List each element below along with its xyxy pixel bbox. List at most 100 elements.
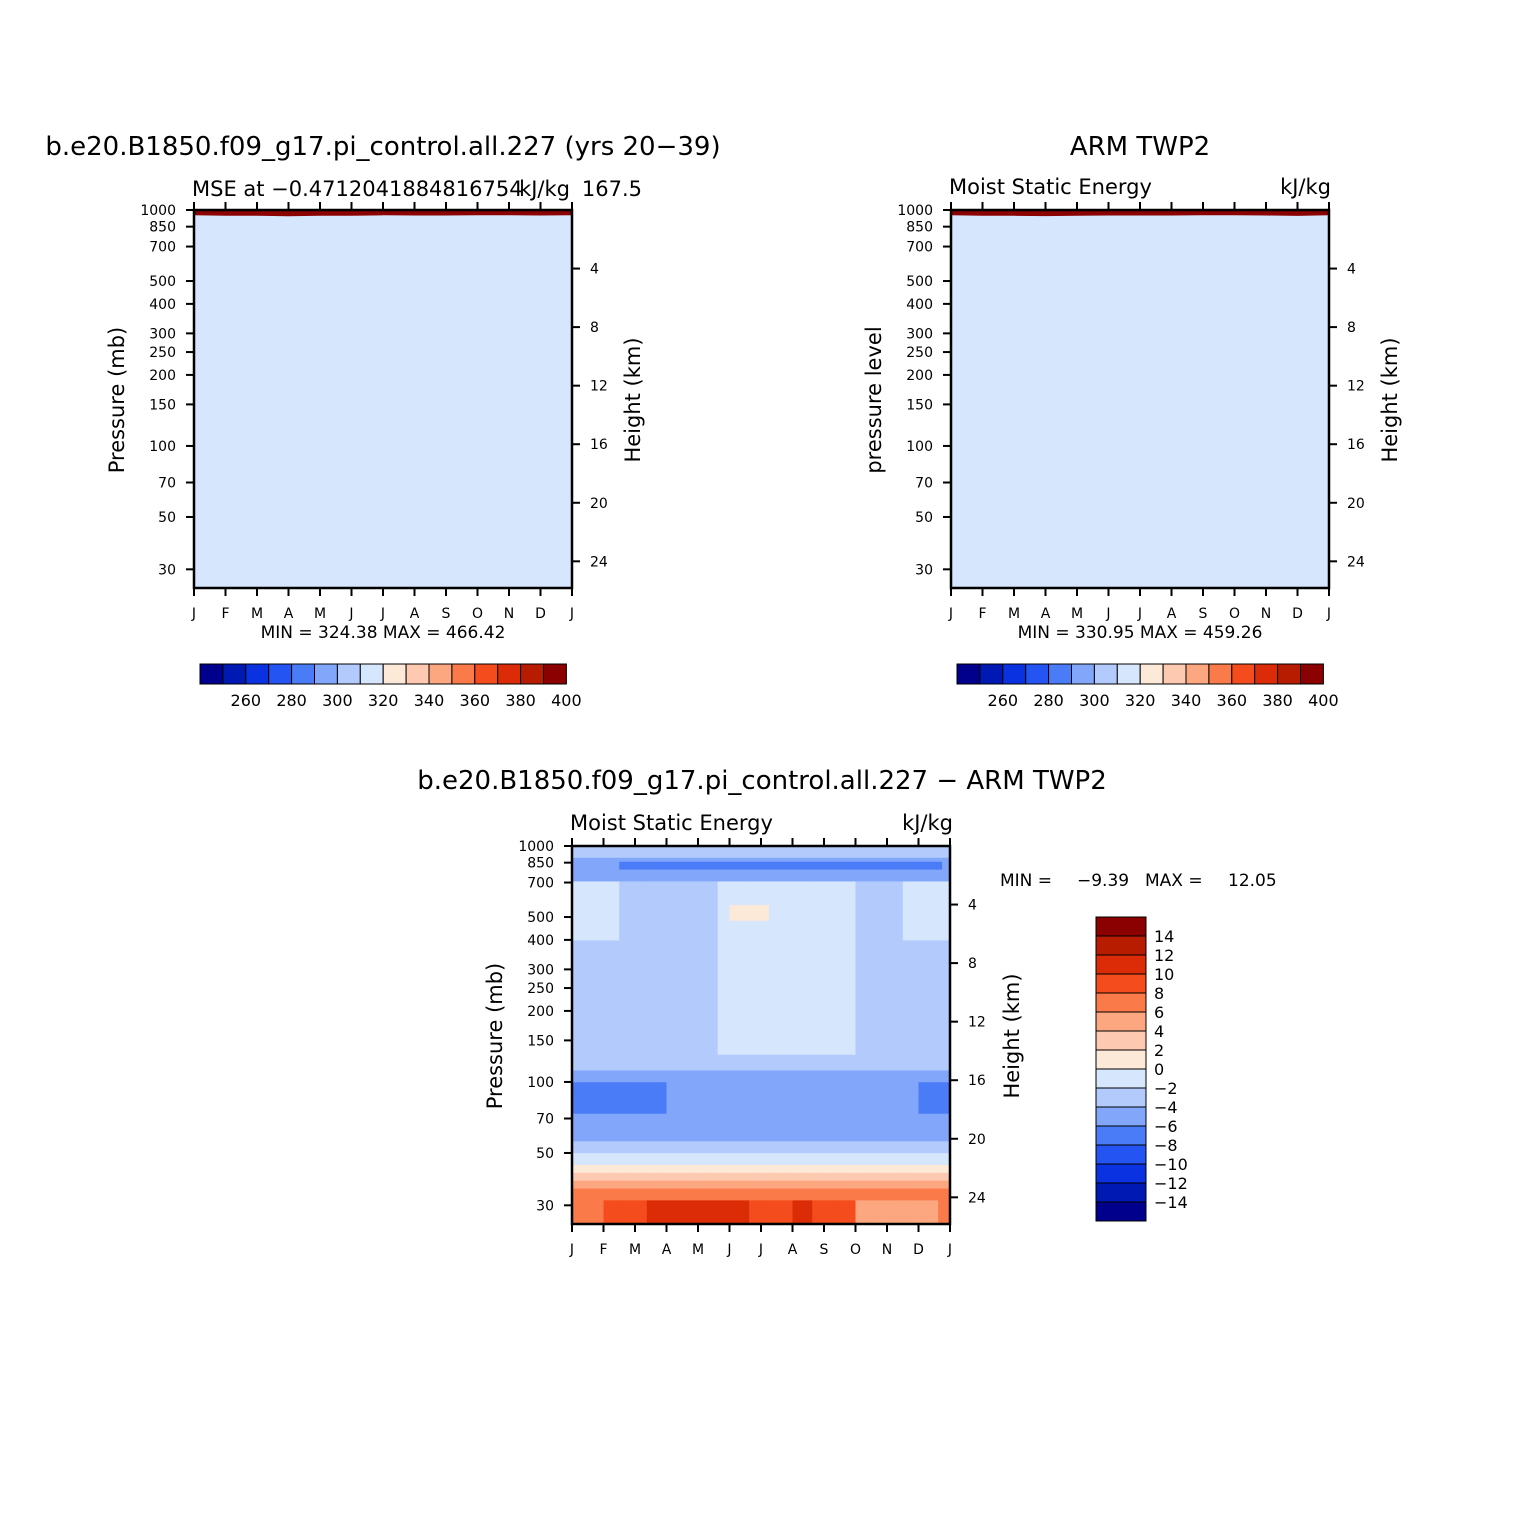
contour-cell bbox=[642, 912, 648, 918]
contour-cell bbox=[741, 979, 746, 985]
contour-cell bbox=[847, 916, 852, 922]
contour-cell bbox=[910, 873, 915, 878]
contour-cell bbox=[698, 849, 703, 855]
contour-cell bbox=[709, 857, 715, 863]
contour-cell bbox=[879, 968, 884, 973]
contour-cell bbox=[890, 885, 896, 890]
contour-cell bbox=[757, 940, 762, 945]
contour-cell bbox=[851, 999, 856, 1004]
contour-cell bbox=[898, 928, 904, 934]
contour-cell bbox=[599, 995, 604, 1000]
colorbar-swatch bbox=[1277, 663, 1301, 685]
contour-cell bbox=[902, 968, 908, 973]
contour-cell bbox=[934, 881, 939, 886]
contour-cell bbox=[729, 928, 734, 934]
contour-cell bbox=[914, 912, 919, 918]
contour-cell bbox=[930, 916, 935, 922]
contour-cell bbox=[670, 1023, 675, 1028]
contour-cell bbox=[749, 948, 754, 953]
contour-cell bbox=[733, 901, 738, 906]
contour-cell bbox=[922, 1027, 927, 1032]
colorbar-swatch bbox=[497, 663, 522, 685]
contour-cell bbox=[918, 924, 923, 930]
contour-cell bbox=[690, 881, 695, 886]
contour-cell bbox=[796, 912, 801, 918]
contour-cell bbox=[859, 869, 864, 874]
contour-cell bbox=[784, 936, 789, 941]
contour-cell bbox=[926, 1023, 931, 1028]
contour-cell bbox=[623, 987, 628, 993]
contour-cell bbox=[642, 924, 648, 930]
contour-cell bbox=[745, 964, 750, 969]
contour-cell bbox=[733, 983, 738, 989]
contour-cell bbox=[757, 948, 762, 953]
contour-cell bbox=[867, 932, 872, 937]
contour-cell bbox=[946, 846, 951, 851]
contour-cell bbox=[843, 987, 849, 993]
contour-cell bbox=[670, 885, 675, 890]
contour-cell bbox=[650, 999, 656, 1004]
contour-cell bbox=[894, 924, 900, 930]
contour-cell bbox=[835, 905, 841, 910]
contour-cell bbox=[938, 881, 943, 886]
contour-cell bbox=[875, 987, 880, 993]
contour-cell bbox=[902, 936, 908, 941]
contour-cell bbox=[910, 975, 915, 981]
contour-cell bbox=[835, 940, 841, 945]
contour-cell bbox=[887, 846, 892, 851]
contour-cell bbox=[627, 865, 632, 871]
contour-cell bbox=[713, 975, 719, 981]
contour-cell bbox=[611, 901, 616, 906]
contour-cell bbox=[749, 1015, 754, 1020]
contour-cell bbox=[934, 877, 939, 882]
contour-cell bbox=[690, 912, 695, 918]
contour-cell bbox=[591, 956, 597, 961]
contour-cell bbox=[638, 1035, 644, 1040]
contour-cell bbox=[946, 909, 951, 914]
contour-cell bbox=[835, 893, 841, 898]
contour-cell bbox=[631, 928, 636, 934]
contour-cell bbox=[591, 1019, 597, 1024]
contour-cell bbox=[721, 928, 726, 934]
contour-cell bbox=[572, 901, 577, 906]
contour-cell bbox=[713, 948, 719, 953]
contour-cell bbox=[603, 861, 608, 867]
contour-cell bbox=[745, 983, 750, 989]
contour-cell bbox=[926, 1027, 931, 1032]
contour-cell bbox=[638, 857, 644, 863]
contour-cell bbox=[646, 1015, 652, 1020]
contour-cell bbox=[741, 1015, 746, 1020]
contour-cell bbox=[820, 979, 825, 985]
contour-cell bbox=[764, 956, 770, 961]
contour-cell bbox=[922, 936, 927, 941]
contour-cell bbox=[812, 861, 817, 867]
contour-cell bbox=[910, 846, 915, 851]
contour-cell bbox=[721, 849, 726, 855]
contour-cell bbox=[619, 932, 624, 937]
contour-cell bbox=[890, 869, 896, 874]
contour-cell bbox=[883, 952, 888, 957]
contour-cell bbox=[729, 940, 734, 945]
x-tick-label: J bbox=[1137, 606, 1142, 622]
contour-cell bbox=[934, 944, 939, 949]
contour-cell bbox=[733, 1015, 738, 1020]
contour-cell bbox=[827, 928, 833, 934]
contour-cell bbox=[749, 975, 754, 981]
contour-cell bbox=[635, 857, 640, 863]
contour-cell bbox=[890, 1035, 896, 1040]
contour-cell bbox=[619, 920, 624, 926]
contour-cell bbox=[662, 1031, 667, 1036]
panel-obs-plot: 3050701001502002503004005007008501000242… bbox=[897, 202, 1365, 622]
contour-cell bbox=[831, 861, 837, 867]
contour-cell bbox=[902, 924, 908, 930]
contour-cell bbox=[575, 849, 581, 855]
contour-cell bbox=[611, 905, 616, 910]
contour-cell bbox=[761, 889, 766, 894]
contour-cell bbox=[851, 995, 856, 1000]
contour-cell bbox=[946, 1027, 951, 1032]
contour-cell bbox=[595, 1035, 600, 1040]
contour-cell bbox=[788, 972, 793, 977]
contour-cell bbox=[808, 920, 813, 926]
contour-cell bbox=[784, 987, 789, 993]
contour-cell bbox=[847, 975, 852, 981]
